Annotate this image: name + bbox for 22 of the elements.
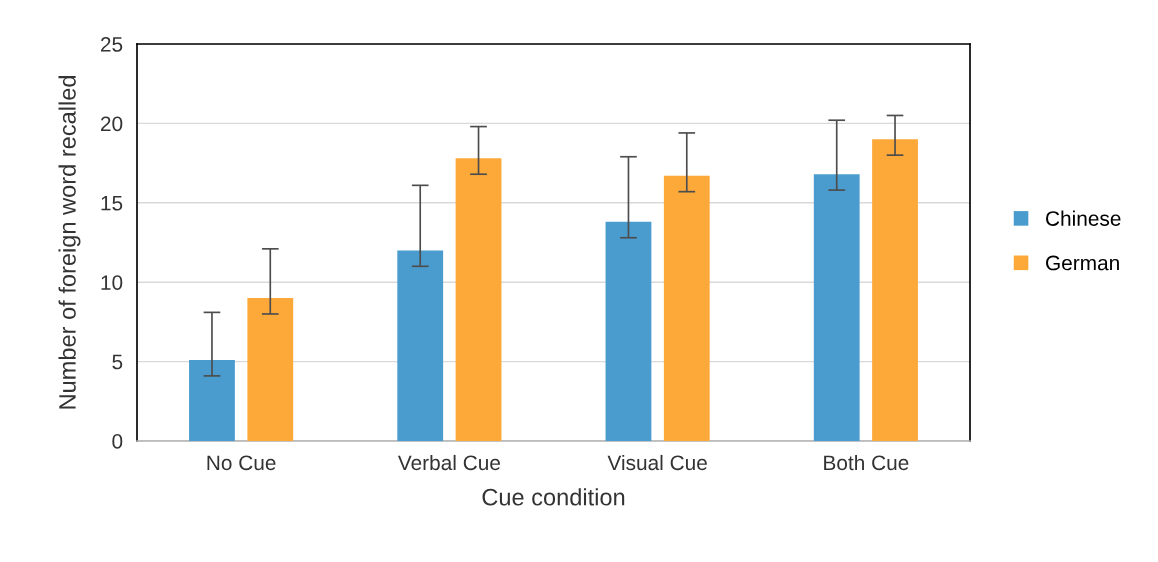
x-tick-label: Both Cue [824, 454, 909, 471]
legend-label: German [1046, 255, 1119, 271]
y-tick-label: 15 [101, 196, 123, 211]
x-tick-label: Verbal Cue [397, 454, 500, 471]
bar [397, 250, 444, 441]
y-axis-title: Number of foreign word recalled [58, 76, 81, 409]
bar [605, 221, 652, 441]
bar [813, 174, 860, 441]
y-tick-label: 20 [100, 116, 123, 132]
y-tick-label: 10 [101, 275, 123, 290]
bar [189, 360, 235, 441]
legend-label: Chinese [1046, 210, 1121, 226]
x-tick-label: No Cue [207, 455, 276, 471]
x-axis-title: Cue condition [482, 488, 625, 506]
x-tick-label: Visual Cue [607, 454, 707, 471]
bar [455, 158, 502, 441]
y-tick-label: 25 [100, 37, 123, 52]
bar [663, 175, 710, 441]
bar [872, 139, 918, 441]
y-tick-label: 0 [112, 434, 123, 449]
bar [247, 298, 294, 441]
y-tick-label: 5 [112, 354, 123, 370]
